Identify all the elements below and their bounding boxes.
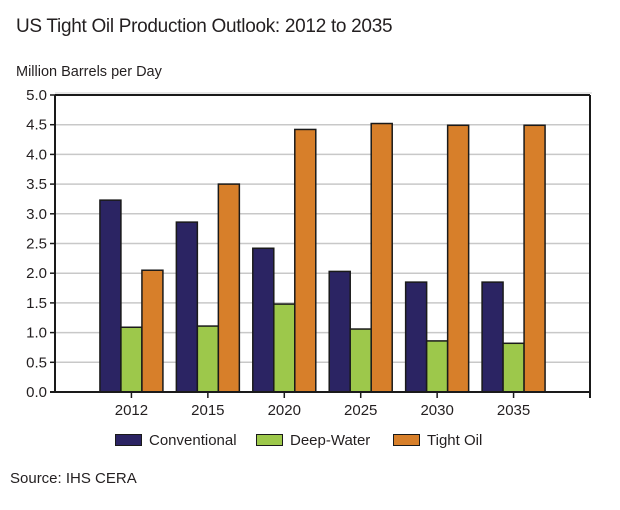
x-axis-ticks: 2012 2015 2020 2025 2030 2035 [115,392,530,419]
y-axis-label: Million Barrels per Day [16,64,162,80]
legend-label-conventional: Conventional [149,431,237,449]
bar-deep-water-2015 [196,325,220,393]
bar-conventional-2015 [175,221,199,393]
bar-tight-oil-2012 [141,269,164,393]
bar-tight-oil-2015 [217,183,241,393]
source-note: Source: IHS CERA [10,470,137,487]
bar-deep-water-2030 [425,340,449,393]
y-tick-label-4-0: 4.0 [26,146,47,163]
y-tick-label-0-0: 0.0 [26,384,47,401]
x-tick-label-2035: 2035 [497,402,530,419]
legend-label-tight-oil: Tight Oil [427,431,483,449]
chart-title: US Tight Oil Production Outlook: 2012 to… [16,16,393,37]
y-axis-ticks: 0.0 0.5 1.0 1.5 2.0 2.5 3.0 3.5 4.0 4.5 5.0 [26,87,55,401]
bar-chart: 0.00.51.01.52.02.53.03.54.04.55.0 2012 20… [26,87,592,419]
bar-conventional-2020 [252,247,275,393]
legend-swatch-tight-oil [393,434,420,446]
y-tick-label-0-5: 0.5 [26,354,47,371]
x-tick-label-2015: 2015 [191,402,224,419]
y-tick-label-3-5: 3.5 [26,176,47,193]
y-tick-label-1-5: 1.5 [26,295,47,312]
bar-conventional-2025 [328,270,351,393]
bar-deep-water-2020 [273,303,296,393]
bar-tight-oil-2035 [523,124,546,393]
legend-swatch-conventional [115,434,142,446]
bar-tight-oil-2030 [446,124,470,393]
bar-tight-oil-2025 [370,122,393,393]
x-tick-label-2025: 2025 [344,402,377,419]
bar-deep-water-2012 [120,326,143,393]
legend: Conventional Deep-Water Tight Oil [0,430,620,450]
y-tick-label-2-5: 2.5 [26,236,47,253]
y-tick-label-3-0: 3.0 [26,206,47,223]
x-tick-label-2030: 2030 [420,402,453,419]
y-tick-label-4-5: 4.5 [26,117,47,134]
x-tick-label-2020: 2020 [268,402,301,419]
legend-label-deep-water: Deep-Water [290,431,371,449]
x-tick-label-2012: 2012 [115,402,148,419]
bars [99,122,546,393]
bar-conventional-2012 [99,199,122,393]
bar-deep-water-2035 [502,342,525,393]
legend-item-tight-oil: Tight Oil [393,430,482,450]
y-tick-label-2-0: 2.0 [26,265,47,282]
bar-conventional-2030 [404,281,428,393]
bar-conventional-2035 [481,281,504,393]
y-tick-label-1-0: 1.0 [26,325,47,342]
y-tick-label-5-0: 5.0 [26,87,47,104]
legend-item-conventional: Conventional [115,430,237,450]
legend-item-deep-water: Deep-Water [256,430,370,450]
bar-deep-water-2025 [349,328,372,393]
legend-swatch-deep-water [256,434,283,446]
bar-tight-oil-2020 [294,128,317,393]
